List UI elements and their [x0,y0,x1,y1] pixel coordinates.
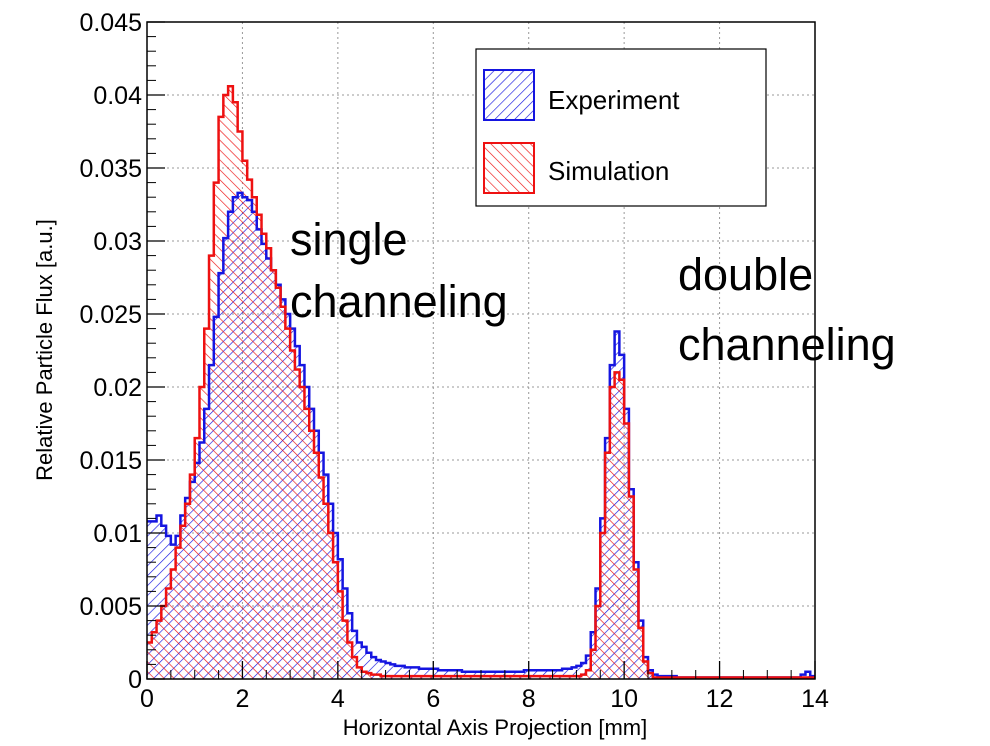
annotation-single-line2: channeling [290,276,508,327]
axis-ticks [146,21,816,680]
x-tick-label: 14 [801,685,829,713]
histogram-outline-experiment [147,191,815,679]
y-tick-label: 0.01 [93,520,142,548]
x-tick-label: 4 [331,685,345,713]
y-axis-title: Relative Particle Flux [a.u.] [32,219,57,481]
histogram-outline-simulation [147,84,815,679]
y-tick-label: 0.03 [93,228,142,256]
annotation-single-line1: single [290,214,408,265]
x-tick-label: 2 [235,685,249,713]
legend: Experiment Simulation [475,48,767,207]
histogram-bars [147,84,815,679]
y-tick-label: 0.02 [93,374,142,402]
x-tick-label: 8 [522,685,536,713]
y-tick-label: 0 [128,666,142,694]
legend-swatch-simulation [483,142,535,194]
legend-swatch-experiment [483,69,535,121]
x-tick-label: 6 [426,685,440,713]
y-tick-label: 0.035 [79,155,142,183]
histogram-fill-simulation [147,86,815,679]
x-axis-title: Horizontal Axis Projection [mm] [343,715,647,740]
legend-label-experiment: Experiment [548,85,680,115]
x-tick-label: 0 [140,685,154,713]
legend-label-simulation: Simulation [548,156,669,186]
y-tick-label: 0.025 [79,301,142,329]
annotation-double-line1: double [678,249,813,300]
y-tick-label: 0.045 [79,9,142,37]
y-tick-label: 0.015 [79,447,142,475]
y-tick-label: 0.04 [93,82,142,110]
y-tick-label: 0.005 [79,593,142,621]
x-tick-label: 10 [610,685,638,713]
x-tick-label: 12 [706,685,734,713]
annotation-double-line2: channeling [678,319,896,370]
tick-labels: 0 2 4 6 8 10 12 14 0 0.005 0.01 0.015 0.02 0.025 0.03 0… [79,9,829,713]
